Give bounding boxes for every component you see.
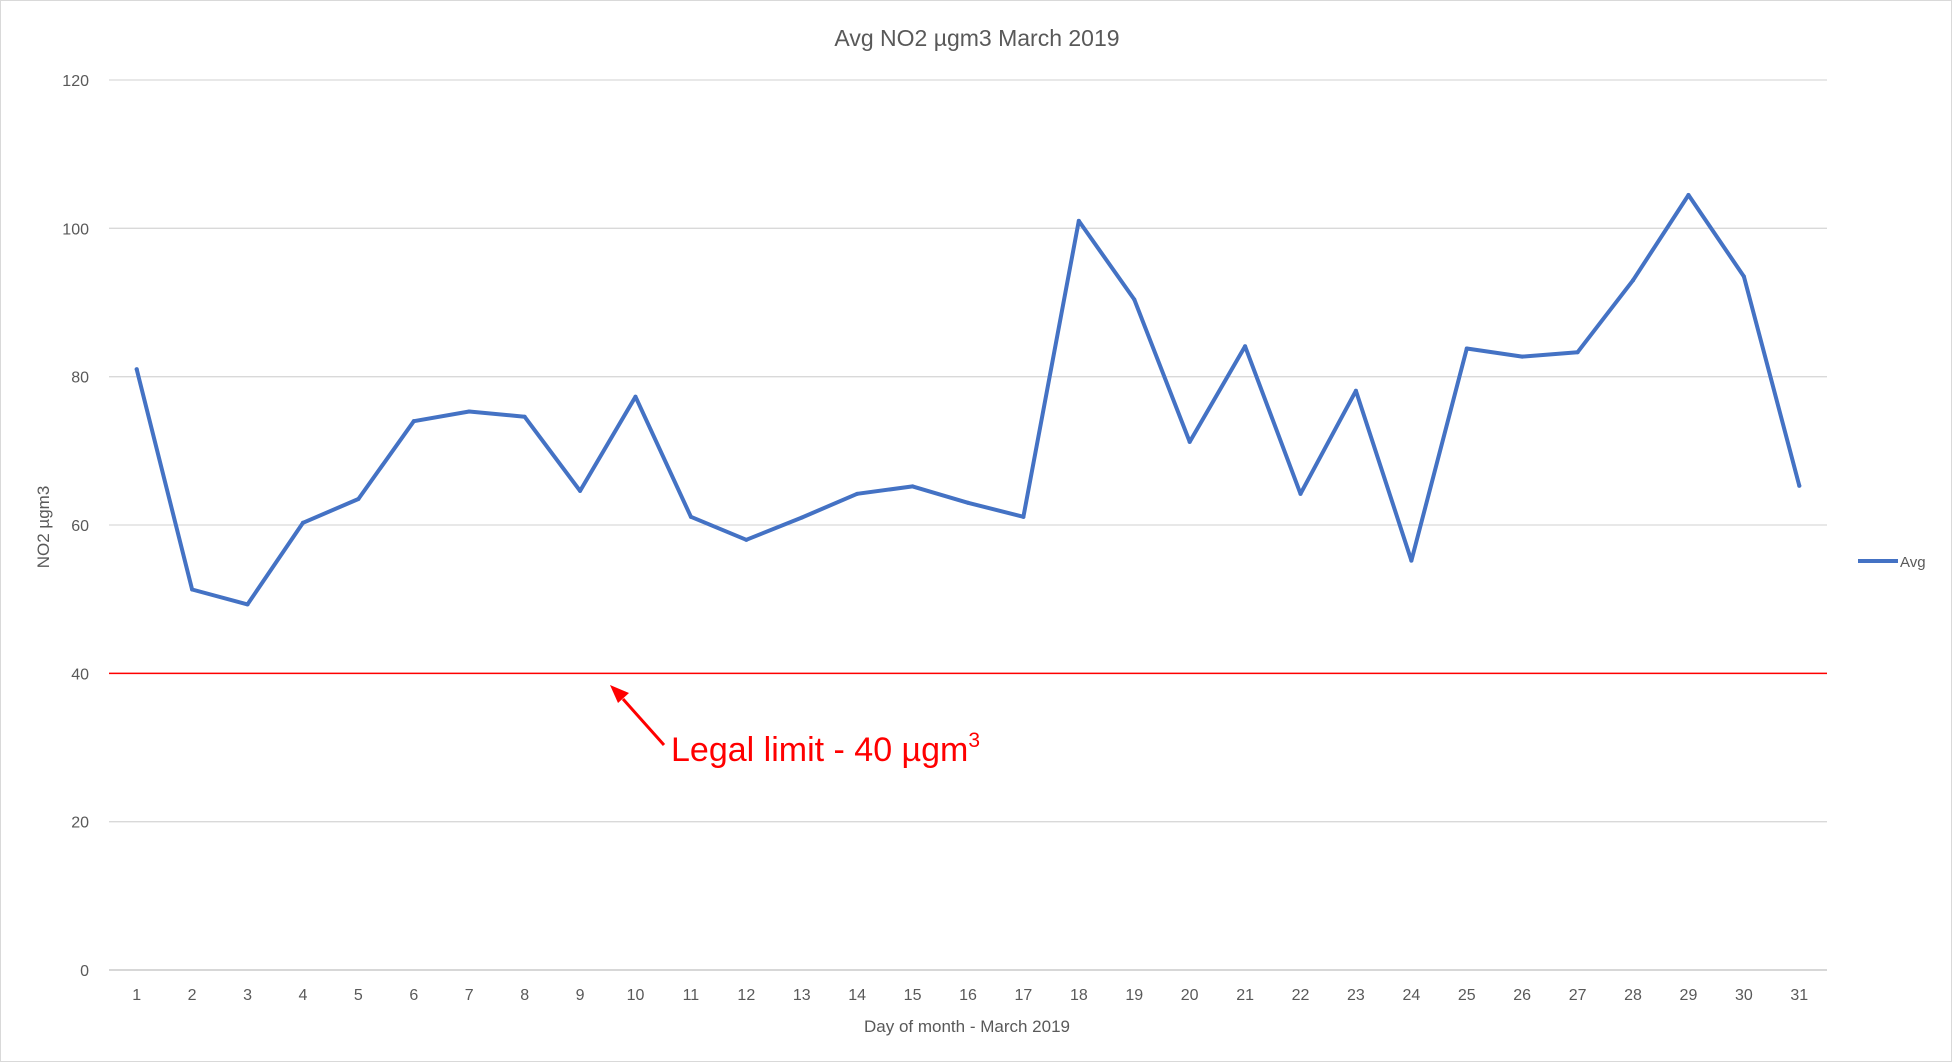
legend-label-avg: Avg (1900, 554, 1926, 571)
legal-limit-annotation: Legal limit - 40 µgm3 (610, 685, 980, 769)
data-point (1797, 483, 1802, 488)
data-point (522, 414, 527, 419)
x-tick-label: 18 (1070, 987, 1088, 1004)
x-axis-title: Day of month - March 2019 (864, 1017, 1070, 1036)
y-tick-label: 120 (62, 73, 89, 90)
x-tick-label: 30 (1735, 987, 1753, 1004)
series-line-avg (134, 193, 1802, 607)
x-tick-label: 8 (520, 987, 529, 1004)
x-tick-label: 6 (409, 987, 418, 1004)
y-tick-labels: 0 20 40 60 80 100 120 (62, 73, 89, 980)
data-point (744, 537, 749, 542)
data-point (356, 497, 361, 502)
annotation-text: Legal limit - 40 µgm3 (671, 729, 980, 769)
data-point (1686, 192, 1691, 197)
x-tick-label: 5 (354, 987, 363, 1004)
x-tick-label: 26 (1513, 987, 1531, 1004)
x-tick-label: 9 (576, 987, 585, 1004)
x-tick-label: 25 (1458, 987, 1476, 1004)
data-point (1021, 514, 1026, 519)
x-tick-label: 10 (627, 987, 645, 1004)
chart-title: Avg NO2 µgm3 March 2019 (834, 25, 1119, 51)
x-tick-labels: 1 2 3 4 5 6 7 8 9 10 11 12 13 14 15 16 17 18 19 20 21 22 23 24 2… (132, 987, 1808, 1004)
x-tick-label: 27 (1569, 987, 1587, 1004)
data-point (910, 484, 915, 489)
data-point (190, 587, 195, 592)
data-point (245, 602, 250, 607)
data-point (1741, 274, 1746, 279)
data-point (1298, 491, 1303, 496)
x-tick-label: 21 (1236, 987, 1254, 1004)
annotation-arrow-shaft (621, 698, 666, 746)
y-tick-label: 100 (62, 221, 89, 238)
data-point (1132, 297, 1137, 302)
legend: Avg (1858, 554, 1926, 571)
data-point (1575, 350, 1580, 355)
y-tick-label: 40 (71, 666, 89, 683)
x-tick-label: 24 (1402, 987, 1420, 1004)
x-tick-label: 20 (1181, 987, 1199, 1004)
x-tick-label: 14 (848, 987, 866, 1004)
y-tick-label: 0 (80, 963, 89, 980)
grid-layer (109, 79, 1827, 971)
data-point (633, 394, 638, 399)
data-point (467, 409, 472, 414)
data-point (1464, 346, 1469, 351)
x-tick-label: 28 (1624, 987, 1642, 1004)
data-point (578, 488, 583, 493)
x-tick-label: 3 (243, 987, 252, 1004)
x-tick-label: 2 (188, 987, 197, 1004)
x-tick-label: 29 (1680, 987, 1698, 1004)
data-point (1353, 388, 1358, 393)
x-tick-label: 23 (1347, 987, 1365, 1004)
data-point (1076, 218, 1081, 223)
data-point (855, 491, 860, 496)
data-point (1520, 354, 1525, 359)
data-point (411, 419, 416, 424)
y-tick-label: 80 (71, 370, 89, 387)
x-tick-label: 19 (1125, 987, 1143, 1004)
data-point (1409, 558, 1414, 563)
x-tick-label: 13 (793, 987, 811, 1004)
y-tick-label: 20 (71, 815, 89, 832)
x-tick-label: 7 (465, 987, 474, 1004)
data-point (1631, 278, 1636, 283)
annotation-superscript: 3 (968, 729, 980, 752)
x-tick-label: 15 (904, 987, 922, 1004)
annotation-arrow-head (610, 685, 629, 703)
x-tick-label: 17 (1015, 987, 1033, 1004)
data-point (300, 520, 305, 525)
series-layer (134, 192, 1802, 607)
x-tick-label: 16 (959, 987, 977, 1004)
data-point (688, 514, 693, 519)
data-point (799, 515, 804, 520)
x-tick-label: 31 (1790, 987, 1808, 1004)
y-axis-title: NO2 µgm3 (34, 486, 53, 569)
x-tick-label: 12 (737, 987, 755, 1004)
x-tick-label: 1 (132, 987, 141, 1004)
x-tick-label: 4 (299, 987, 308, 1004)
annotation-main-text: Legal limit - 40 µgm (671, 731, 968, 769)
data-point (1187, 439, 1192, 444)
x-tick-label: 22 (1292, 987, 1310, 1004)
x-tick-label: 11 (683, 987, 700, 1004)
y-tick-label: 60 (71, 518, 89, 535)
data-point (134, 367, 139, 372)
data-point (966, 500, 970, 505)
data-point (1243, 344, 1248, 349)
